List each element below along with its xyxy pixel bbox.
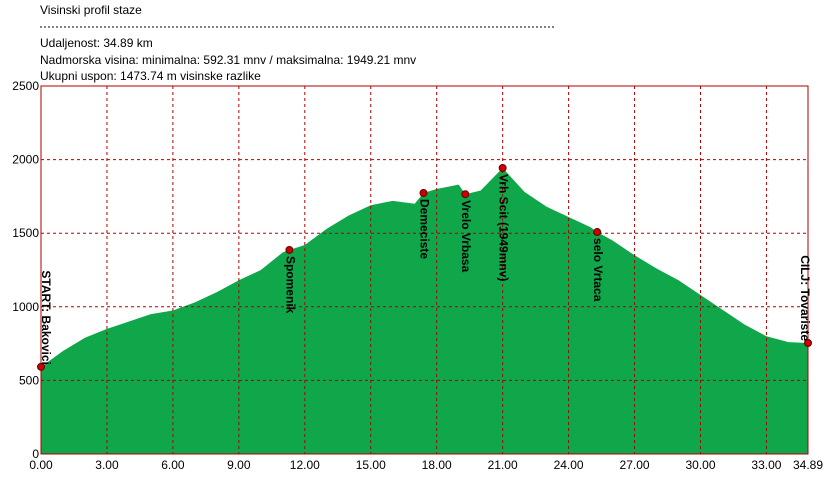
chart-title: Visinski profil staze [40,3,142,17]
y-tick-label: 1000 [12,300,39,314]
waypoint-marker [37,362,45,371]
x-tick-label: 12.00 [290,458,320,472]
waypoint-label: START: Bakovici [39,270,53,364]
waypoint-marker [593,228,602,237]
plot-border [40,85,809,455]
waypoint-label: CILJ: Tovariste [798,255,812,341]
y-tick-label: 2000 [12,153,39,167]
waypoint-label: Demeciste [417,199,431,259]
x-tick-label: 9.00 [227,458,251,472]
waypoint-label: Vrh Scit (1949mnv) [496,174,510,281]
x-tick-label: 21.00 [488,458,518,472]
waypoint-marker [461,190,470,199]
x-tick-label: 24.00 [554,458,584,472]
waypoint-label: Vrelo Vrbasa [459,200,473,272]
waypoint-marker [419,189,428,198]
x-tick-label: 6.00 [161,458,185,472]
x-tick-label: 18.00 [422,458,452,472]
subtitle: Nadmorska visina: minimalna: 592.31 mnv … [40,53,416,67]
x-tick-label: 3.00 [95,458,119,472]
waypoint-label: Spomenik [283,256,297,314]
x-tick-label: 27.00 [620,458,650,472]
x-tick-label: 34.89 [793,458,823,472]
subtitle: Ukupni uspon: 1473.74 m visinske razlike [40,69,261,83]
waypoint-marker [285,245,294,254]
elevation-area [41,167,808,454]
y-tick-label: 1500 [12,226,39,240]
subtitle: Udaljenost: 34.89 km [40,36,153,50]
y-tick-label: 2500 [12,79,39,93]
x-tick-label: 15.00 [356,458,386,472]
waypoint-marker [804,339,812,348]
x-tick-label: 0.00 [29,458,53,472]
y-tick-label: 0 [32,447,39,461]
x-tick-label: 30.00 [685,458,715,472]
waypoint-marker [498,163,507,172]
waypoint-label: selo Vrtaca [591,238,605,302]
y-tick-label: 500 [19,373,39,387]
x-tick-label: 33.00 [751,458,781,472]
